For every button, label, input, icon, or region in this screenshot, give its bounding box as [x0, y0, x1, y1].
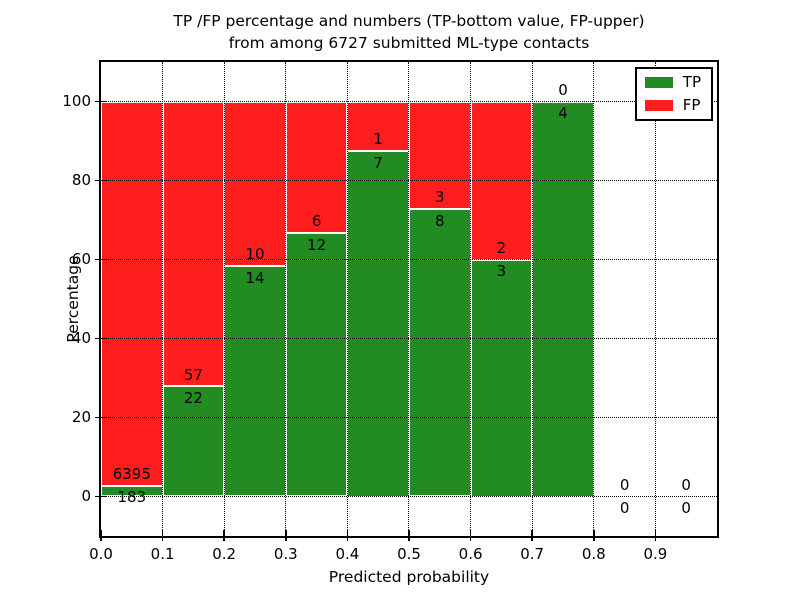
fp-count-label: 3 [435, 188, 445, 207]
y-tick-mark [95, 416, 106, 419]
x-tick-mark [593, 530, 595, 541]
y-tick-label: 40 [71, 328, 91, 347]
chart-title-line1: TP /FP percentage and numbers (TP-bottom… [173, 12, 645, 30]
x-tick-mark [654, 530, 657, 541]
x-tick-mark [531, 530, 533, 541]
x-tick-label: 0.9 [643, 545, 668, 563]
tp-count-label: 22 [183, 389, 203, 408]
x-tick-label: 0.6 [458, 545, 483, 563]
x-tick-label: 0.5 [397, 545, 421, 563]
tp-count-label: 14 [245, 268, 265, 287]
y-tick-mark [95, 179, 106, 182]
tp-count-label: 7 [373, 153, 383, 172]
legend: TP FP [634, 67, 713, 121]
chart-title: TP /FP percentage and numbers (TP-bottom… [99, 10, 719, 54]
tp-count-label: 3 [496, 262, 507, 281]
fp-count-label: 10 [245, 245, 265, 264]
legend-item-tp: TP [644, 73, 701, 91]
fp-count-label: 6 [311, 212, 322, 231]
x-tick-label: 0.1 [150, 545, 175, 563]
tp-count-label: 0 [619, 499, 630, 518]
bar-segment-fp [470, 101, 533, 260]
bar-segment-tp [409, 209, 471, 497]
fp-count-label: 0 [558, 80, 568, 99]
y-tick-label: 60 [71, 249, 91, 268]
x-tick-mark [285, 530, 287, 541]
x-tick-mark [408, 530, 410, 541]
x-tick-label: 0.0 [89, 545, 113, 563]
fp-count-label: 6395 [112, 464, 151, 483]
y-tick-mark [95, 258, 106, 261]
y-tick-label: 20 [71, 407, 91, 426]
y-tick-mark [95, 337, 106, 340]
chart-title-line2: from among 6727 submitted ML-type contac… [228, 34, 590, 52]
bar-segment-fp [285, 101, 348, 234]
x-tick-label: 0.7 [520, 545, 545, 563]
y-tick-label: 100 [62, 91, 91, 110]
bar-segment-tp [347, 150, 409, 497]
legend-label-fp: FP [682, 96, 701, 114]
x-tick-label: 0.2 [212, 545, 237, 563]
bar-segment-tp [532, 101, 594, 497]
y-tick-mark [95, 100, 106, 103]
x-gridline [654, 62, 656, 536]
fp-count-label: 57 [183, 365, 203, 384]
fp-count-label: 0 [619, 475, 630, 494]
bar-segment-tp [470, 259, 533, 497]
x-tick-mark [346, 530, 349, 541]
bar-segment-fp [162, 101, 225, 387]
y-tick-mark [95, 495, 106, 498]
tp-count-label: 8 [435, 212, 445, 231]
legend-label-tp: TP [682, 73, 701, 91]
bar-segment-fp [101, 101, 163, 486]
y-tick-label: 80 [71, 170, 91, 189]
x-tick-label: 0.8 [581, 545, 606, 563]
bar-segment-fp [224, 101, 286, 267]
tp-count-label: 0 [681, 499, 691, 518]
bar-segment-tp [285, 233, 348, 497]
legend-item-fp: FP [644, 96, 701, 114]
x-tick-label: 0.3 [273, 545, 298, 563]
tp-count-label: 183 [117, 488, 147, 507]
x-tick-mark [100, 530, 102, 541]
plot-area: Percentage Predicted probability TP FP 6… [62, 60, 719, 586]
x-axis-label: Predicted probability [328, 568, 490, 586]
bar-segment-tp [224, 266, 286, 497]
legend-swatch-tp-icon [644, 77, 673, 88]
fp-count-label: 0 [681, 475, 691, 494]
tp-count-label: 12 [307, 236, 327, 254]
y-tick-label: 0 [81, 486, 91, 505]
x-tick-mark [223, 530, 225, 541]
legend-swatch-fp-icon [644, 100, 673, 111]
x-tick-label: 0.4 [335, 545, 360, 563]
x-tick-mark [161, 530, 164, 541]
fp-count-label: 2 [496, 238, 507, 257]
fp-count-label: 1 [373, 130, 383, 149]
x-tick-mark [469, 530, 472, 541]
tp-count-label: 4 [558, 104, 568, 123]
